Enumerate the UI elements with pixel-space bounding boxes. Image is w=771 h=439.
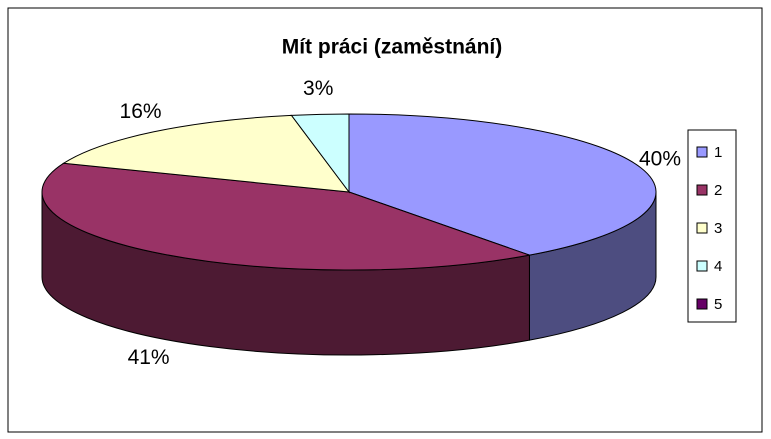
legend-swatch bbox=[696, 260, 708, 272]
legend-swatch bbox=[696, 298, 708, 310]
legend-swatch bbox=[696, 184, 708, 196]
data-label: 16% bbox=[120, 100, 162, 123]
slice bbox=[348, 113, 657, 256]
data-label: 40% bbox=[639, 148, 681, 171]
slice bbox=[41, 162, 532, 271]
chart-title: Mít práci (zaměstnání) bbox=[282, 36, 503, 59]
data-label: 3% bbox=[303, 77, 333, 100]
legend-label: 3 bbox=[714, 220, 722, 237]
legend-label: 1 bbox=[714, 144, 722, 161]
data-label: 41% bbox=[128, 346, 170, 369]
legend-swatch bbox=[696, 146, 708, 158]
legend-label: 2 bbox=[714, 182, 722, 199]
legend-label: 5 bbox=[714, 296, 722, 313]
slice bbox=[62, 114, 351, 193]
legend-box bbox=[687, 129, 737, 323]
legend-swatch bbox=[696, 222, 708, 234]
legend-label: 4 bbox=[714, 258, 722, 275]
